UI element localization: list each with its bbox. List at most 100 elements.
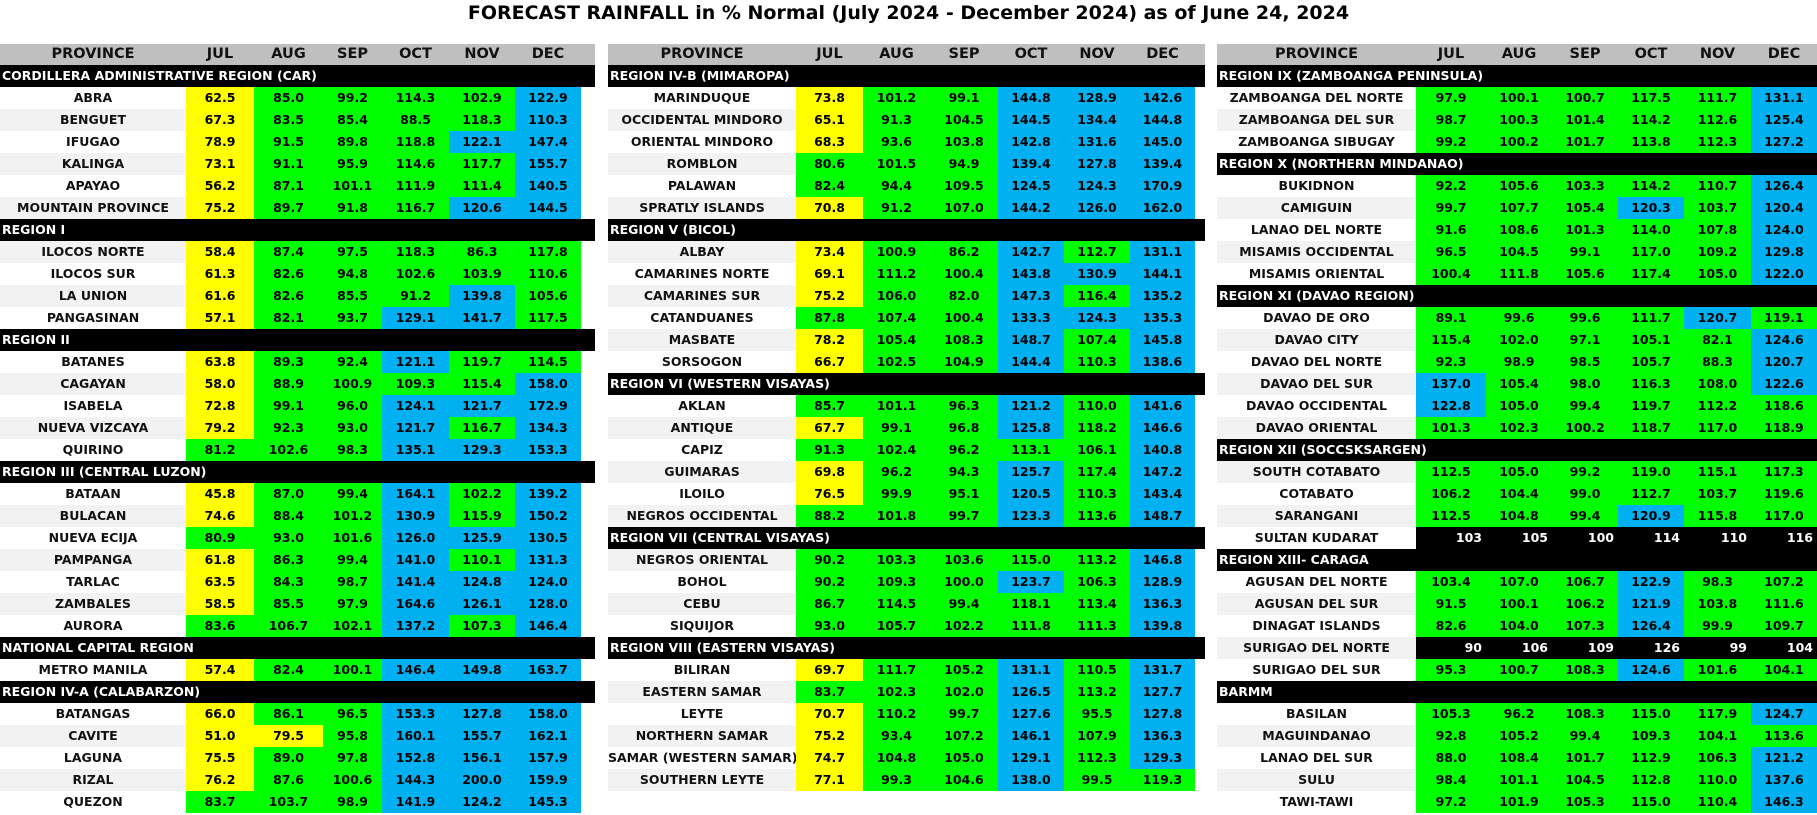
rainfall-value-cell: 120.3 [1618,197,1684,219]
rainfall-value-cell: 115.1 [1684,461,1751,483]
header-province: PROVINCE [51,46,135,62]
table-row: LA UNION 61.6 82.6 85.5 91.2 139.8 105.6 [0,285,595,307]
header-month: NOV [1699,46,1736,62]
province-name: ANTIQUE [608,417,796,439]
rainfall-value-cell: 117.3 [1751,461,1817,483]
table-row: BASILAN 105.3 96.2 108.3 115.0 117.9 124.7 [1217,703,1817,725]
rainfall-value-cell: 129.1 [382,307,449,329]
rainfall-value-cell: 112.3 [1684,131,1751,153]
rainfall-value-cell: 103.4 [1416,571,1486,593]
rainfall-value-cell: 98.7 [1416,109,1486,131]
rainfall-value-cell: 83.5 [254,109,323,131]
rainfall-value-cell: 101.1 [323,175,382,197]
header-month: OCT [399,46,432,62]
region-header-row: NATIONAL CAPITAL REGION [0,637,595,659]
rainfall-value-cell: 87.8 [796,307,863,329]
rainfall-value-cell: 89.7 [254,197,323,219]
province-name: SULTAN KUDARAT [1254,530,1379,545]
rainfall-value-cell: 119.7 [1618,395,1684,417]
rainfall-value-cell: 100.0 [930,571,998,593]
rainfall-value-cell: 85.0 [254,87,323,109]
rainfall-value-cell: 101.1 [863,395,930,417]
rainfall-value-cell: 105.3 [1416,703,1486,725]
region-name: REGION VII (CENTRAL VISAYAS) [610,530,830,545]
rainfall-value-cell: 155.7 [449,725,515,747]
rainfall-value-cell: 85.5 [254,593,323,615]
province-name: CEBU [608,593,796,615]
rainfall-value-cell: 100.7 [1486,659,1552,681]
table-row: ALBAY 73.4 100.9 86.2 142.7 112.7 131.1 [608,241,1205,263]
province-name: ORIENTAL MINDORO [630,134,774,149]
rainfall-value-cell: 105 [1486,527,1552,549]
rainfall-value-cell: 107.0 [930,197,998,219]
rainfall-value-cell: 148.7 [998,329,1064,351]
rainfall-value-cell: 80.6 [796,153,863,175]
rainfall-value-cell: 51.0 [186,725,254,747]
rainfall-value-cell: 146.1 [998,725,1064,747]
rainfall-value-cell: 73.4 [796,241,863,263]
province-name: DAVAO DE ORO [1263,310,1370,325]
rainfall-value-cell: 114.3 [382,87,449,109]
rainfall-value-cell: 75.2 [796,285,863,307]
rainfall-value-cell: 103 [1416,527,1486,549]
rainfall-value-cell: 146.4 [382,659,449,681]
province-name: DAVAO CITY [1217,329,1416,351]
rainfall-value-cell: 109.3 [382,373,449,395]
header-month: SEP [337,46,368,62]
rainfall-value-cell: 99.4 [323,483,382,505]
rainfall-value-cell: 123.7 [998,571,1064,593]
rainfall-value-cell: 102.3 [863,681,930,703]
rainfall-value-cell: 83.7 [186,791,254,813]
rainfall-value-cell: 112.9 [1618,747,1684,769]
table-row: PANGASINAN 57.1 82.1 93.7 129.1 141.7 117.5 [0,307,595,329]
rainfall-value-cell: 97.8 [323,747,382,769]
region-header-row: REGION VI (WESTERN VISAYAS) [608,373,1205,395]
rainfall-value-cell: 140.8 [1130,439,1195,461]
rainfall-value-cell: 145.8 [1130,329,1195,351]
rainfall-value-cell: 108.4 [1486,747,1552,769]
rainfall-value-cell: 100 [1552,527,1618,549]
rainfall-value-cell: 86.3 [254,549,323,571]
rainfall-value-cell: 129.3 [449,439,515,461]
rainfall-value-cell: 122.9 [1618,571,1684,593]
rainfall-value-cell: 106.7 [1552,571,1618,593]
rainfall-value-cell: 107.4 [1064,329,1130,351]
province-name: MARINDUQUE [653,90,751,105]
rainfall-value-cell: 117.8 [515,241,581,263]
rainfall-value-cell: 102.2 [449,483,515,505]
rainfall-value-cell: 102.0 [930,681,998,703]
rainfall-value-cell: 111.7 [1618,307,1684,329]
table-row: NEGROS OCCIDENTAL 88.2 101.8 99.7 123.3 113.6… [608,505,1205,527]
rainfall-value-cell: 100.7 [1552,87,1618,109]
province-name: TARLAC [66,574,120,589]
province-name: BASILAN [1286,706,1347,721]
region-header-row: REGION XIII- CARAGA [1217,549,1817,571]
province-name: CAVITE [0,725,186,747]
rainfall-value-cell: 69.1 [796,263,863,285]
rainfall-value-cell: 144.8 [998,87,1064,109]
table-row: QUEZON 83.7 103.7 98.9 141.9 124.2 145.3 [0,791,595,813]
table-row: AKLAN 85.7 101.1 96.3 121.2 110.0 141.6 [608,395,1205,417]
rainfall-value-cell: 82.6 [254,285,323,307]
region-name: REGION VI (WESTERN VISAYAS) [610,376,830,391]
rainfall-value-cell: 126.4 [1618,615,1684,637]
rainfall-value-cell: 67.7 [796,417,863,439]
rainfall-value-cell: 102.6 [254,439,323,461]
rainfall-value-cell: 148.7 [1130,505,1195,527]
province-name: QUEZON [63,794,123,809]
rainfall-value-cell: 93.0 [323,417,382,439]
province-name: SOUTHERN LEYTE [608,769,796,791]
rainfall-value-cell: 104.5 [1552,769,1618,791]
rainfall-value-cell: 66.7 [796,351,863,373]
rainfall-value-cell: 121.9 [1618,593,1684,615]
province-name: ZAMBALES [0,593,186,615]
rainfall-value-cell: 162.1 [515,725,581,747]
rainfall-value-cell: 127.8 [1130,703,1195,725]
table-row: NORTHERN SAMAR 75.2 93.4 107.2 146.1 107.9 136… [608,725,1205,747]
header-month: JUL [206,46,234,62]
table-row: SOUTHERN LEYTE 77.1 99.3 104.6 138.0 99.5 119.… [608,769,1205,791]
province-name: LANAO DEL NORTE [1250,222,1383,237]
rainfall-value-cell: 126.4 [1751,175,1817,197]
rainfall-value-cell: 103.7 [1684,483,1751,505]
rainfall-value-cell: 157.9 [515,747,581,769]
